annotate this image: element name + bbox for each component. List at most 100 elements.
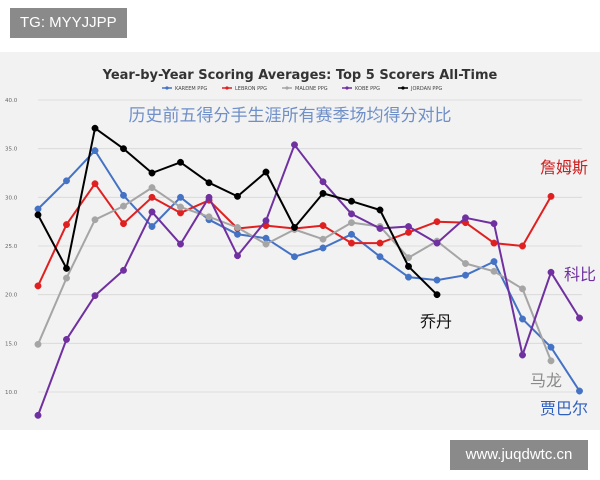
data-point [376, 239, 384, 247]
data-point [433, 276, 441, 284]
legend-marker [401, 86, 405, 90]
legend-marker [225, 86, 229, 90]
chart-title: Year-by-Year Scoring Averages: Top 5 Sco… [102, 68, 498, 83]
data-point [120, 220, 127, 228]
data-point [547, 192, 555, 200]
data-point [177, 203, 184, 211]
data-point [547, 268, 555, 276]
y-tick-label: 25.0 [5, 244, 18, 250]
legend: KAREEM PPG LEBRON PPG MALONE PPG KOBE PPG JO… [162, 86, 442, 92]
legend-marker [285, 86, 289, 90]
data-point [576, 387, 583, 395]
data-point [433, 291, 441, 299]
data-point [34, 282, 42, 290]
data-point [120, 145, 127, 153]
data-point [348, 219, 355, 227]
overlay-title: 历史前五得分手生涯所有赛季场均得分对比 [129, 105, 452, 126]
data-point [34, 211, 42, 219]
data-point [319, 244, 327, 252]
data-point [462, 271, 469, 279]
data-point [319, 189, 327, 197]
watermark-bottom-right: www.juqdwtc.cn [450, 440, 588, 470]
annotation-kareem: 贾巴尔 [540, 399, 588, 418]
y-tick-label: 30.0 [5, 195, 18, 201]
y-tick-label: 20.0 [5, 293, 18, 299]
chart-panel [0, 52, 600, 430]
data-point [205, 213, 213, 221]
legend-label: MALONE PPG [295, 86, 328, 92]
series-kobe [34, 141, 583, 419]
watermark-top-left: TG: MYYJJPP [10, 8, 127, 38]
data-point [234, 192, 241, 200]
annotation-malone: 马龙 [530, 371, 562, 390]
data-point [462, 260, 469, 267]
data-point [519, 285, 526, 293]
data-point [519, 351, 526, 359]
data-point [348, 239, 355, 247]
data-point [91, 292, 99, 300]
scoring-line-chart: Year-by-Year Scoring Averages: Top 5 Sco… [5, 68, 596, 419]
data-point [120, 191, 127, 199]
y-tick-label: 40.0 [5, 98, 18, 104]
y-axis-ticks: 10.0 15.0 20.0 25.0 30.0 35.0 40.0 [5, 98, 18, 396]
series-jordan [34, 124, 441, 299]
data-point [91, 216, 99, 224]
data-point [291, 224, 298, 231]
data-point [262, 217, 270, 225]
data-point [519, 242, 526, 250]
data-point [319, 235, 327, 243]
data-point [519, 315, 526, 323]
series-line [37, 149, 581, 392]
data-point [63, 177, 70, 185]
y-tick-label: 10.0 [5, 390, 18, 396]
data-point [348, 230, 355, 238]
data-point [34, 340, 42, 348]
data-point [148, 223, 156, 230]
data-point [547, 357, 555, 365]
data-point [177, 240, 184, 248]
data-point [490, 220, 498, 228]
data-point [291, 141, 298, 149]
series-lebron [34, 180, 555, 290]
annotation-jordan: 乔丹 [420, 312, 452, 331]
data-point [120, 202, 127, 210]
data-point [262, 168, 270, 176]
legend-label: KAREEM PPG [175, 86, 207, 92]
data-point [405, 228, 412, 236]
data-point [405, 223, 412, 230]
data-point [63, 221, 70, 229]
data-point [91, 180, 99, 188]
data-point [490, 258, 498, 266]
data-point [63, 335, 70, 343]
data-point [262, 240, 270, 248]
data-point [177, 193, 184, 201]
data-point [63, 274, 70, 282]
data-point [433, 239, 441, 247]
data-point [262, 234, 270, 242]
data-point [205, 193, 213, 201]
data-point [576, 314, 583, 322]
data-point [376, 253, 384, 261]
data-point [490, 267, 498, 275]
series-line [37, 143, 581, 416]
data-point [148, 208, 156, 216]
series-group [34, 124, 583, 419]
data-point [319, 222, 327, 230]
data-point [177, 158, 184, 166]
data-point [177, 209, 184, 217]
series-line [37, 186, 552, 362]
data-point [405, 273, 412, 281]
data-point [234, 230, 241, 238]
data-point [547, 343, 555, 351]
annotation-lebron: 詹姆斯 [540, 158, 588, 177]
data-point [433, 218, 441, 226]
data-point [34, 411, 42, 419]
y-tick-label: 35.0 [5, 147, 18, 153]
data-point [490, 239, 498, 247]
data-point [91, 124, 99, 132]
data-point [63, 264, 70, 272]
data-point [291, 253, 298, 261]
y-tick-label: 15.0 [5, 341, 18, 347]
data-point [91, 147, 99, 155]
data-point [205, 179, 213, 187]
